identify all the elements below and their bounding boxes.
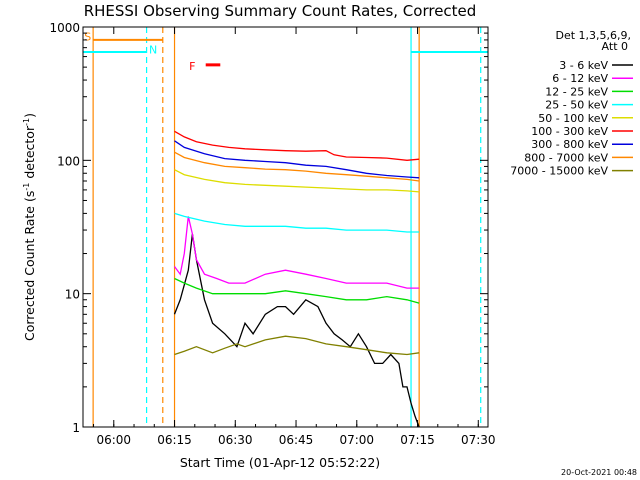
y-axis-label: Corrected Count Rate (s-1 detector-1) [22, 113, 37, 341]
x-tick-label-3: 06:45 [279, 433, 314, 447]
generation-timestamp: 20-Oct-2021 00:48 [561, 468, 637, 477]
x-tick-label-2: 06:30 [218, 433, 253, 447]
legend-label-2: 12 - 25 keV [545, 85, 608, 98]
y-axis: 1 10 100 1000 [49, 21, 488, 435]
y-axis-label-b: detector [22, 125, 37, 183]
series-line-5 [174, 130, 420, 161]
series-line-7 [174, 151, 420, 182]
legend-label-0: 3 - 6 keV [559, 59, 608, 72]
x-tick-label-1: 06:15 [157, 433, 192, 447]
series-line-3 [174, 212, 420, 233]
x-axis: 06:00 06:15 06:30 06:45 07:00 07:15 07:30 [93, 27, 496, 447]
plot-area: S N F [83, 27, 488, 428]
x-tick-label-4: 07:00 [339, 433, 374, 447]
series-line-4 [174, 169, 420, 193]
legend-label-4: 50 - 100 keV [538, 112, 608, 125]
legend-header-line-2: Att 0 [602, 40, 628, 53]
legend-label-1: 6 - 12 keV [552, 72, 608, 85]
marker-s: S [84, 30, 91, 43]
legend-label-3: 25 - 50 keV [545, 99, 608, 112]
series-line-6 [174, 140, 420, 179]
legend-label-5: 100 - 300 keV [531, 125, 608, 138]
legend-header-line-1: Det 1,3,5,6,9, [555, 29, 631, 42]
series-line-1 [173, 216, 420, 289]
plot-frame [82, 26, 489, 428]
chart-title: RHESSI Observing Summary Count Rates, Co… [84, 2, 477, 20]
x-tick-label-6: 07:30 [461, 433, 496, 447]
y-axis-label-sup2: -1 [22, 118, 31, 126]
legend-label-7: 800 - 7000 keV [524, 151, 608, 164]
y-axis-label-a: Corrected Count Rate (s [22, 191, 37, 341]
y-tick-label-3: 1000 [49, 21, 80, 35]
x-tick-label-0: 06:00 [96, 433, 131, 447]
legend-label-6: 300 - 800 keV [531, 138, 608, 151]
series-line-8 [174, 335, 420, 356]
y-tick-label-0: 1 [72, 421, 80, 435]
series-line-2 [174, 277, 420, 304]
y-tick-label-1: 10 [65, 288, 80, 302]
y-axis-label-sup1: -1 [22, 183, 31, 191]
x-tick-label-5: 07:15 [400, 433, 435, 447]
y-tick-label-2: 100 [57, 154, 80, 168]
marker-n: N [149, 43, 157, 56]
marker-f: F [189, 60, 195, 73]
y-axis-label-c: ) [22, 113, 37, 118]
series-line-0 [173, 233, 420, 428]
legend-label-8: 7000 - 15000 keV [510, 165, 608, 178]
x-axis-label: Start Time (01-Apr-12 05:52:22) [180, 455, 380, 470]
